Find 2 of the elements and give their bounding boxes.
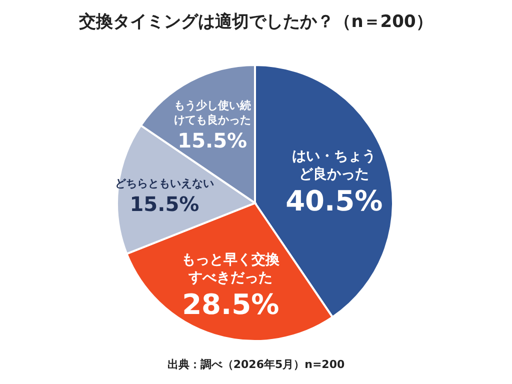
title: 交換タイミングは適切でしたか？（n＝200） xyxy=(79,12,433,32)
annotation: 出典：調べ（2026年5月）n=200 xyxy=(167,358,345,371)
